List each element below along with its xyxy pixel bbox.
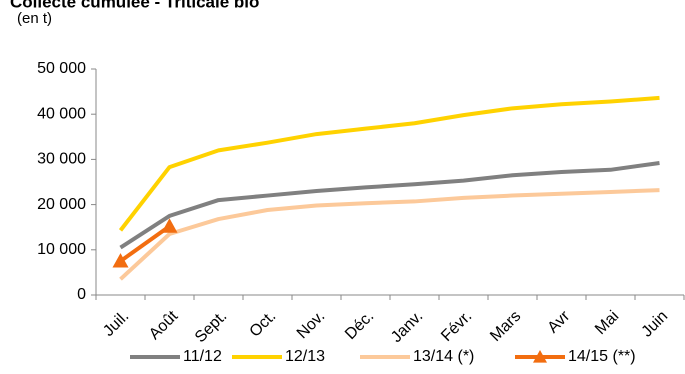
y-tick-label: 30 000 bbox=[37, 151, 86, 168]
x-tick-label: Janv. bbox=[388, 308, 426, 346]
point-marker bbox=[112, 253, 129, 268]
y-tick-label: 20 000 bbox=[37, 196, 86, 213]
x-tick-label: Sept. bbox=[192, 308, 230, 346]
legend-label: 14/15 (**) bbox=[568, 348, 636, 365]
x-tick-label: Déc. bbox=[342, 308, 377, 343]
x-tick-label: Févr. bbox=[438, 308, 475, 345]
x-tick-label: Mai bbox=[592, 308, 622, 338]
y-tick-label: 0 bbox=[77, 286, 86, 303]
chart-title: Collecte cumulée - Triticale bio bbox=[10, 0, 259, 11]
y-tick-label: 40 000 bbox=[37, 105, 86, 122]
x-tick-label: Avr bbox=[545, 307, 574, 336]
x-tick-label: Août bbox=[146, 307, 182, 343]
x-tick-label: Oct. bbox=[247, 308, 280, 341]
x-tick-label: Juil. bbox=[100, 308, 132, 340]
x-tick-label: Juin bbox=[639, 308, 672, 341]
legend-label: 11/12 bbox=[183, 348, 222, 365]
series-line bbox=[118, 95, 660, 232]
legend-label: 13/14 (*) bbox=[413, 348, 474, 365]
series-line bbox=[119, 188, 660, 281]
legend-marker bbox=[533, 350, 547, 363]
chart-subtitle: (en t) bbox=[17, 10, 52, 27]
series-line bbox=[119, 224, 171, 263]
x-tick-label: Nov. bbox=[294, 308, 328, 342]
series-line bbox=[119, 161, 660, 250]
y-tick-label: 10 000 bbox=[37, 241, 86, 258]
point-marker bbox=[161, 218, 178, 233]
y-tick-label: 50 000 bbox=[37, 60, 86, 77]
x-tick-label: Mars bbox=[487, 308, 524, 345]
legend-label: 12/13 bbox=[285, 348, 325, 365]
